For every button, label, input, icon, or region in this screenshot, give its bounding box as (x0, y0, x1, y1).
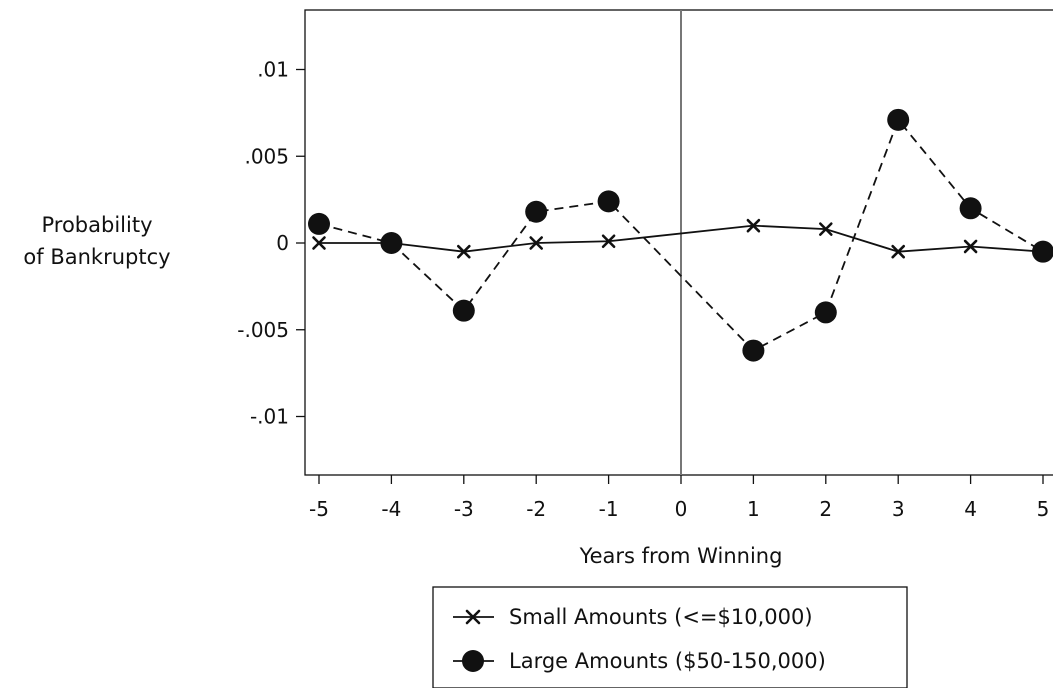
legend-marker-small (465, 609, 481, 625)
point-small (963, 239, 978, 254)
point-small (456, 244, 471, 259)
x-axis-title: Years from Winning (579, 544, 783, 568)
point-large (742, 339, 765, 362)
y-tick-label: .005 (244, 144, 289, 168)
point-large (380, 232, 403, 254)
y-tick-label: -.005 (237, 318, 289, 342)
x-tick-label: -4 (381, 497, 401, 521)
x-tick-label: 1 (747, 497, 760, 521)
y-tick-label: 0 (276, 231, 289, 255)
x-tick-label: 2 (819, 497, 832, 521)
point-small (891, 244, 906, 259)
y-axis: .01 .005 0 -.005 -.01 (237, 58, 305, 429)
point-large (814, 301, 837, 324)
y-axis-title-line-2: of Bankruptcy (23, 245, 170, 269)
x-tick-label: -3 (454, 497, 474, 521)
legend-label-large: Large Amounts ($50-150,000) (509, 649, 826, 673)
x-tick-label: 3 (892, 497, 905, 521)
legend-marker-large (462, 650, 484, 672)
legend: Small Amounts (<=$10,000) Large Amounts … (432, 586, 908, 688)
x-tick-label: 5 (1037, 497, 1050, 521)
point-large (525, 200, 548, 223)
point-small (529, 236, 544, 250)
point-large (452, 299, 475, 322)
point-large (1032, 240, 1053, 263)
legend-box (432, 586, 908, 688)
legend-label-small: Small Amounts (<=$10,000) (509, 605, 813, 629)
point-small (746, 218, 761, 233)
x-tick-label: 0 (675, 497, 688, 521)
point-large (597, 190, 620, 213)
series-line-large (318, 118, 1044, 352)
series-line-small (319, 224, 1044, 253)
series-layer (308, 108, 1053, 362)
x-tick-label: -1 (599, 497, 619, 521)
point-large (959, 197, 982, 220)
x-axis: -5 -4 -3 -2 -1 0 1 2 3 4 5 (309, 475, 1049, 521)
x-tick-label: 4 (964, 497, 977, 521)
plot-frame (304, 9, 1053, 476)
point-large (308, 212, 330, 235)
point-small (818, 222, 833, 236)
point-small (601, 234, 616, 249)
point-small (312, 236, 326, 250)
point-large (887, 108, 910, 131)
x-tick-label: -2 (526, 497, 546, 521)
y-tick-label: .01 (257, 58, 289, 82)
x-tick-label: -5 (309, 497, 329, 521)
y-axis-title-line-1: Probability (41, 213, 152, 237)
y-tick-label: -.01 (250, 405, 289, 429)
